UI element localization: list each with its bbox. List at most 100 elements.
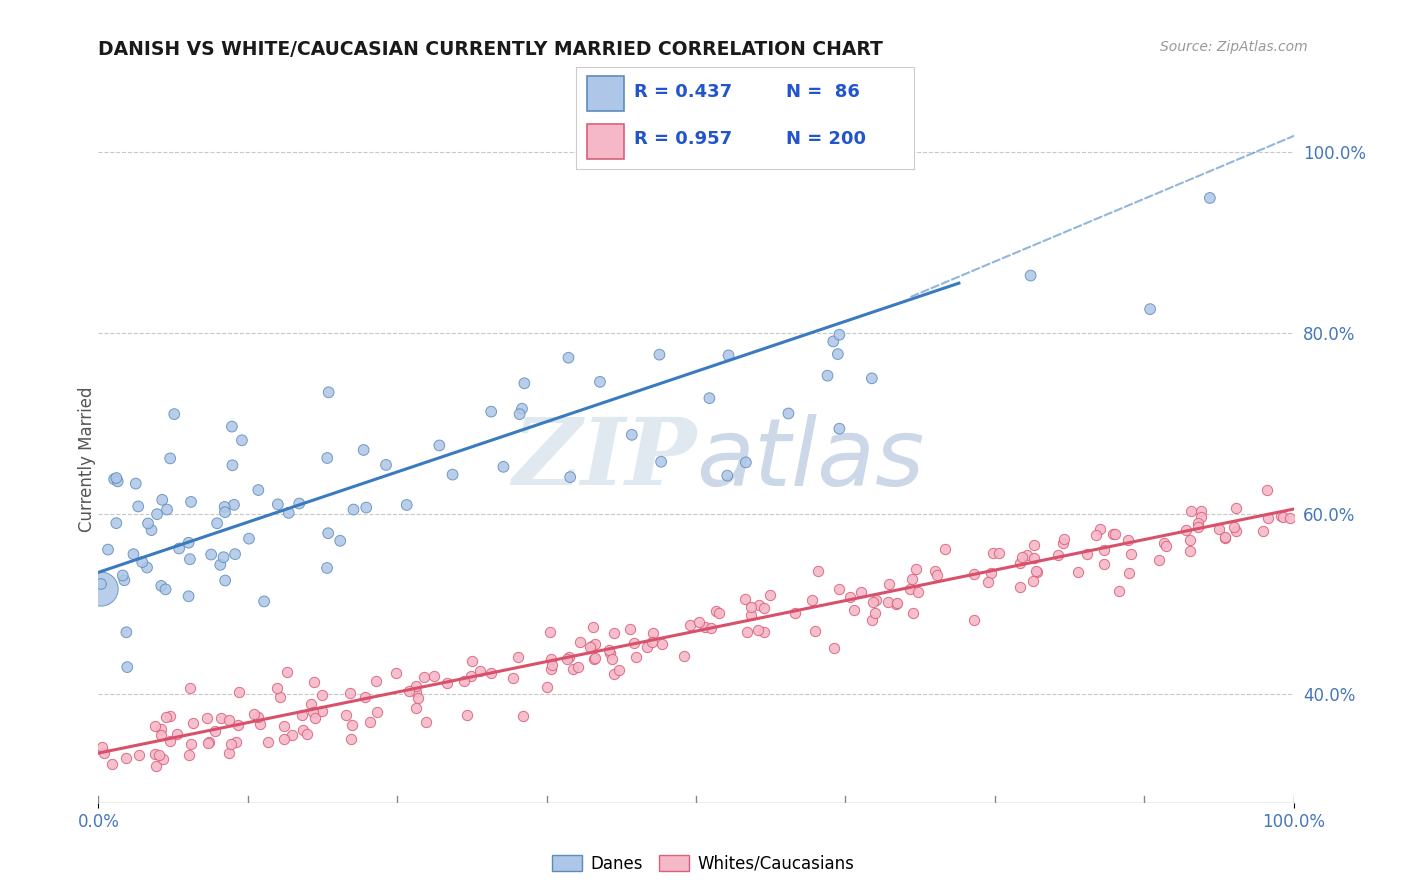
Point	[581, 639, 603, 653]
Point	[583, 637, 606, 651]
Point	[405, 700, 427, 714]
Point	[90, 582, 112, 596]
Point	[299, 698, 322, 712]
Point	[212, 550, 235, 565]
Point	[582, 620, 605, 634]
Point	[963, 613, 986, 627]
Point	[849, 585, 872, 599]
Point	[862, 595, 884, 609]
Point	[200, 548, 222, 562]
Point	[460, 653, 482, 667]
Point	[163, 407, 186, 421]
Point	[1256, 483, 1278, 497]
Point	[105, 471, 128, 485]
Point	[1278, 511, 1301, 525]
Point	[281, 728, 304, 742]
Point	[925, 568, 948, 582]
Point	[205, 516, 228, 531]
Bar	[586, 76, 624, 111]
Point	[177, 589, 200, 603]
Point	[405, 684, 427, 698]
Point	[502, 671, 524, 685]
Point	[97, 542, 120, 557]
Point	[1222, 520, 1244, 534]
Point	[103, 472, 125, 486]
Point	[479, 404, 502, 418]
Point	[145, 719, 167, 733]
Point	[602, 626, 624, 640]
Point	[1270, 508, 1292, 523]
Point	[1085, 527, 1108, 541]
Point	[91, 740, 114, 755]
Point	[1011, 549, 1033, 564]
Point	[1008, 556, 1031, 570]
Point	[136, 560, 159, 574]
Point	[128, 747, 150, 762]
Point	[249, 717, 271, 731]
Point	[754, 624, 776, 639]
Point	[179, 552, 201, 566]
Point	[1118, 533, 1140, 547]
Point	[141, 523, 163, 537]
Point	[105, 516, 128, 530]
Point	[1257, 511, 1279, 525]
Point	[1119, 547, 1142, 561]
Point	[156, 502, 179, 516]
Point	[589, 375, 612, 389]
Point	[1092, 557, 1115, 571]
Point	[224, 547, 246, 561]
Point	[693, 620, 716, 634]
Point	[582, 652, 605, 666]
Point	[737, 625, 759, 640]
Point	[1213, 530, 1236, 544]
Point	[1025, 565, 1047, 579]
Point	[218, 746, 240, 760]
Point	[860, 371, 883, 385]
Text: R = 0.437: R = 0.437	[634, 83, 733, 101]
Point	[311, 704, 333, 718]
Legend: Danes, Whites/Caucasians: Danes, Whites/Caucasians	[546, 848, 860, 880]
Point	[1010, 580, 1032, 594]
Point	[1022, 538, 1045, 552]
Point	[823, 640, 845, 655]
Point	[734, 455, 756, 469]
Point	[366, 705, 388, 719]
Point	[214, 500, 236, 514]
Point	[354, 500, 377, 515]
Point	[267, 497, 290, 511]
Point	[1022, 574, 1045, 589]
Point	[599, 646, 621, 660]
Point	[541, 658, 564, 673]
Point	[198, 734, 221, 748]
Point	[860, 613, 883, 627]
Point	[619, 622, 641, 636]
Point	[238, 532, 260, 546]
Point	[167, 541, 190, 556]
Point	[340, 731, 363, 746]
Point	[364, 674, 387, 689]
Point	[492, 459, 515, 474]
Point	[699, 391, 721, 405]
Point	[1180, 504, 1202, 518]
Point	[136, 516, 159, 531]
Point	[513, 376, 536, 391]
Point	[877, 576, 900, 591]
Point	[898, 582, 921, 597]
Point	[636, 640, 658, 655]
Point	[624, 649, 647, 664]
Point	[159, 734, 181, 748]
Point	[266, 681, 288, 695]
Text: Source: ZipAtlas.com: Source: ZipAtlas.com	[1160, 40, 1308, 54]
Point	[1139, 302, 1161, 317]
Point	[1198, 191, 1220, 205]
Point	[316, 450, 339, 465]
Point	[412, 670, 434, 684]
Point	[214, 574, 236, 588]
Point	[269, 690, 291, 704]
Point	[977, 574, 1000, 589]
Point	[651, 637, 673, 651]
Point	[221, 458, 243, 473]
Point	[276, 665, 298, 679]
Point	[699, 621, 721, 635]
Point	[1052, 536, 1074, 550]
